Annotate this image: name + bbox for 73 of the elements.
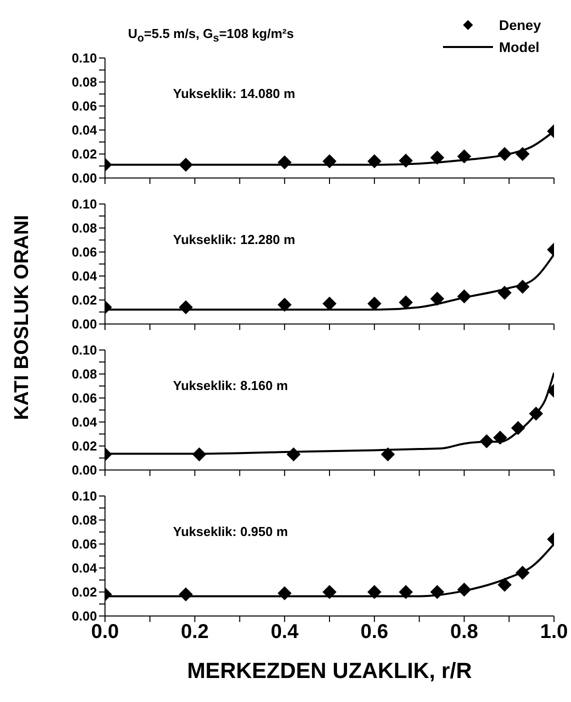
point — [498, 286, 512, 300]
point — [498, 147, 512, 161]
y-tick-label: 0.02 — [72, 146, 97, 162]
point — [322, 585, 336, 599]
y-axis-title: KATI BOSLUK ORANI — [12, 214, 34, 420]
y-tick-label: 0.02 — [72, 438, 97, 454]
point — [178, 158, 193, 172]
annotation: Yukseklik: 8.160 m — [173, 378, 288, 393]
point — [457, 149, 472, 164]
x-tick-label: 0.8 — [450, 621, 478, 644]
point — [192, 447, 206, 462]
y-tick-label: 0.06 — [72, 390, 97, 406]
x-tick-label: 1.0 — [540, 621, 568, 644]
y-tick-label: 0.10 — [72, 488, 97, 504]
point — [511, 421, 526, 435]
y-tick-label: 0.08 — [72, 366, 97, 382]
point — [498, 578, 512, 592]
annotation: Yukseklik: 14.080 m — [173, 86, 296, 101]
point — [457, 582, 472, 597]
point — [286, 447, 301, 462]
x-tick-label: 0.6 — [360, 621, 388, 644]
y-tick-label: 0.04 — [72, 268, 98, 284]
point — [516, 280, 530, 294]
point — [278, 298, 292, 312]
y-tick-label: 0.02 — [72, 292, 97, 308]
y-tick-label: 0.00 — [72, 170, 97, 186]
y-tick-label: 0.08 — [72, 512, 97, 528]
point — [178, 587, 193, 602]
y-tick-label: 0.04 — [72, 414, 98, 430]
point — [367, 585, 382, 599]
point — [380, 447, 395, 462]
point — [430, 585, 444, 599]
point — [480, 434, 494, 448]
point — [457, 289, 472, 304]
point — [278, 155, 292, 170]
y-tick-label: 0.06 — [72, 98, 97, 114]
y-tick-label: 0.06 — [72, 244, 97, 260]
point — [398, 154, 413, 168]
point — [178, 300, 193, 314]
x-tick-label: 0.2 — [180, 621, 209, 644]
y-tick-label: 0.00 — [72, 462, 97, 478]
y-tick-label: 0.10 — [72, 50, 97, 66]
y-tick-label: 0.02 — [72, 584, 97, 600]
point — [398, 585, 413, 599]
point — [529, 406, 544, 421]
y-tick-label: 0.08 — [72, 220, 97, 236]
point — [516, 147, 530, 161]
y-tick-label: 0.08 — [72, 74, 97, 90]
y-tick-label: 0.00 — [72, 608, 97, 624]
x-tick-label: 0.0 — [91, 621, 119, 644]
y-tick-label: 0.10 — [72, 196, 97, 212]
chart-title: U$_{o}$=5.5 m/s, G$_{s}$=108 kg/m²s — [128, 26, 294, 45]
legend-label: Deney — [498, 17, 541, 33]
y-tick-label: 0.10 — [72, 342, 97, 358]
point — [493, 430, 508, 445]
point — [322, 154, 336, 168]
annotation: Yukseklik: 0.950 m — [173, 524, 288, 539]
point — [398, 295, 413, 310]
point — [367, 296, 382, 311]
x-axis-title: MERKEZDEN UZAKLIK, r/R — [186, 658, 473, 684]
annotation: Yukseklik: 12.280 m — [173, 232, 296, 247]
y-tick-label: 0.04 — [72, 122, 98, 138]
point — [430, 150, 444, 165]
point — [367, 154, 382, 168]
y-tick-label: 0.04 — [72, 560, 98, 576]
point — [516, 566, 530, 580]
point — [322, 296, 336, 311]
legend-label: Model — [498, 39, 540, 55]
point — [430, 292, 444, 306]
y-tick-label: 0.06 — [72, 536, 97, 552]
x-tick-label: 0.4 — [270, 621, 300, 644]
point — [278, 586, 292, 600]
y-tick-label: 0.00 — [72, 316, 97, 332]
